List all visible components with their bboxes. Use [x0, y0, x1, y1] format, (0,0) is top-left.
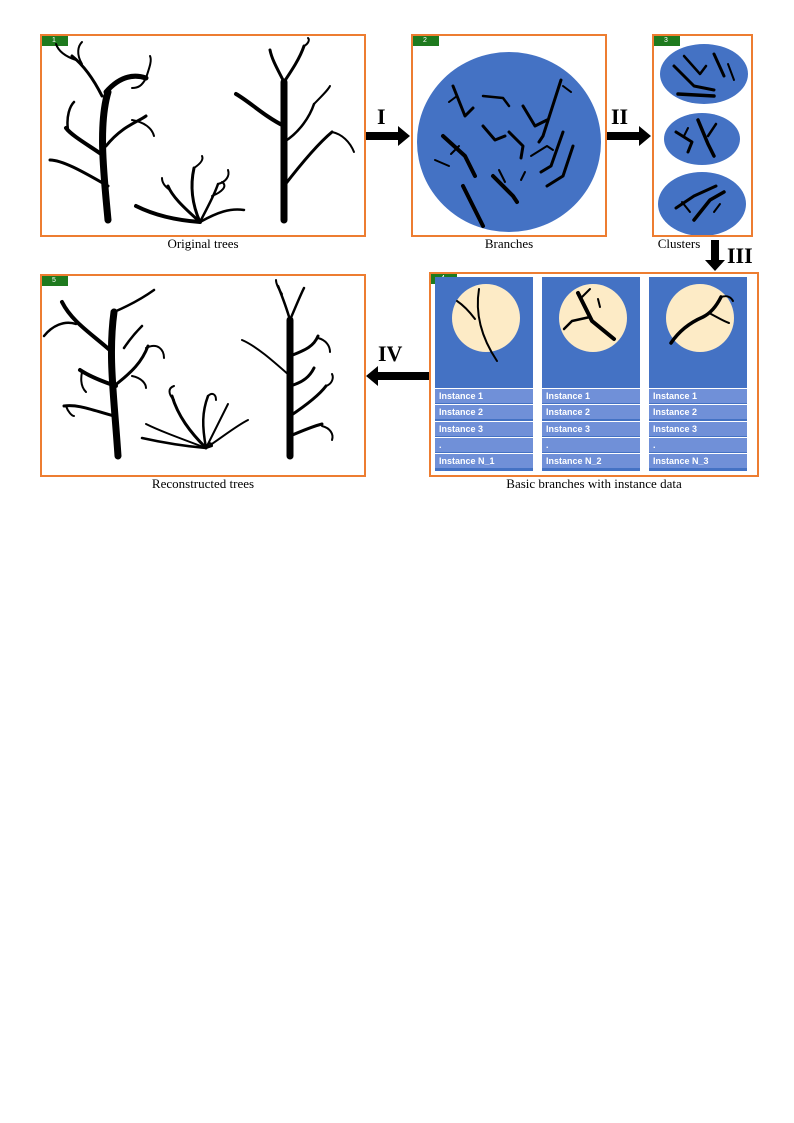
panel-original-trees: 1	[40, 34, 366, 237]
arrow-right-ii	[607, 126, 651, 146]
instance-row-ellipsis: .	[542, 437, 640, 452]
panel-reconstructed-trees: 5	[40, 274, 366, 477]
instance-row: Instance 2	[542, 404, 640, 419]
panel-clusters: 3	[652, 34, 753, 237]
instance-row-last: Instance N_1	[435, 453, 533, 468]
original-trees-illustration	[48, 37, 355, 224]
basic-branch-1	[456, 288, 498, 362]
caption-branches: Branches	[484, 236, 534, 251]
basic-branch-2-circle	[559, 284, 627, 352]
step-label-iii: III	[727, 243, 753, 268]
instance-row: Instance 3	[435, 421, 533, 436]
instance-row: Instance 1	[649, 388, 747, 403]
caption-basic-branches: Basic branches with instance data	[506, 476, 682, 491]
basic-branch-3	[669, 295, 734, 345]
caption-clusters: Clusters	[657, 236, 701, 251]
panel-branches: 2	[411, 34, 607, 237]
panel-badge-2: 2	[413, 36, 439, 46]
step-label-i: I	[377, 104, 386, 129]
branches-illustration	[417, 52, 601, 232]
panel-basic-branches: 4 Instance 1 Instance 2 Instance 3 . Ins…	[429, 272, 759, 477]
instance-column-2: Instance 1 Instance 2 Instance 3 . Insta…	[542, 277, 640, 471]
instance-column-3: Instance 1 Instance 2 Instance 3 . Insta…	[649, 277, 747, 471]
instance-row: Instance 2	[649, 404, 747, 419]
instance-row-ellipsis: .	[649, 437, 747, 452]
step-label-iv: IV	[378, 341, 403, 366]
instance-row: Instance 3	[649, 421, 747, 436]
instance-row-last: Instance N_2	[542, 453, 640, 468]
instance-row: Instance 1	[542, 388, 640, 403]
instance-row-ellipsis: .	[435, 437, 533, 452]
instance-row-last: Instance N_3	[649, 453, 747, 468]
arrow-down-iii	[705, 240, 725, 271]
instance-row: Instance 3	[542, 421, 640, 436]
panel-badge-5: 5	[42, 276, 68, 286]
step-label-ii: II	[611, 104, 629, 129]
instance-row: Instance 2	[435, 404, 533, 419]
basic-branch-2	[562, 288, 616, 341]
arrow-left-iv	[366, 366, 429, 386]
clusters-illustration	[658, 44, 748, 235]
instance-row: Instance 1	[435, 388, 533, 403]
instance-column-1: Instance 1 Instance 2 Instance 3 . Insta…	[435, 277, 533, 471]
caption-original-trees: Original trees	[167, 236, 239, 251]
panel-badge-1: 1	[42, 36, 68, 46]
arrow-right-i	[366, 126, 410, 146]
reconstructed-trees-illustration	[42, 279, 334, 460]
caption-reconstructed-trees: Reconstructed trees	[151, 476, 255, 491]
panel-badge-3: 3	[654, 36, 680, 46]
